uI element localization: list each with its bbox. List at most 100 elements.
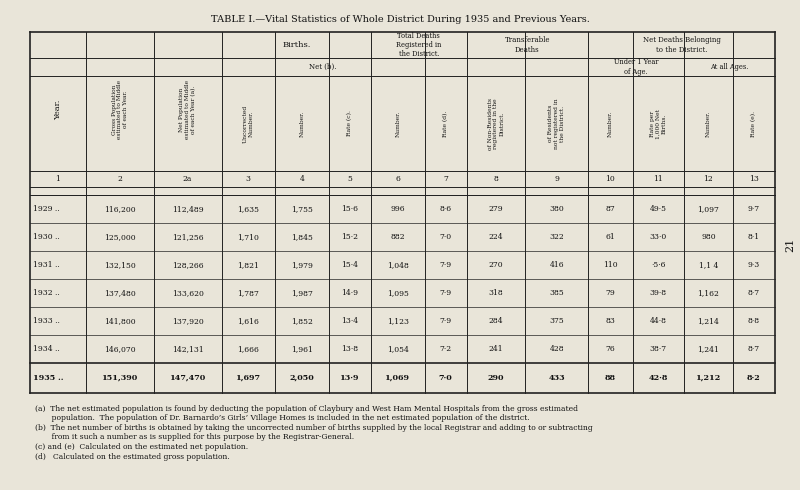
- Text: 2a: 2a: [183, 175, 192, 183]
- Text: 13·9: 13·9: [340, 374, 360, 382]
- Text: 1933 ..: 1933 ..: [33, 317, 60, 325]
- Text: 1,666: 1,666: [238, 345, 259, 353]
- Text: 1,162: 1,162: [698, 289, 719, 297]
- Text: Rate (d).: Rate (d).: [443, 110, 448, 137]
- Text: 1,214: 1,214: [698, 317, 719, 325]
- Text: 9: 9: [554, 175, 559, 183]
- Text: Net Deaths Belonging
to the District.: Net Deaths Belonging to the District.: [642, 36, 721, 53]
- Text: 15·6: 15·6: [342, 205, 358, 213]
- Text: 1,755: 1,755: [291, 205, 313, 213]
- Text: 290: 290: [488, 374, 504, 382]
- Text: 10: 10: [606, 175, 615, 183]
- Text: (b)  The net number of births is obtained by taking the uncorrected number of bi: (b) The net number of births is obtained…: [35, 424, 593, 432]
- Text: 112,489: 112,489: [172, 205, 203, 213]
- Text: 147,470: 147,470: [170, 374, 206, 382]
- Text: 137,920: 137,920: [172, 317, 203, 325]
- Text: Net Population
estimated to Middle
of each Year (a).: Net Population estimated to Middle of ea…: [179, 80, 196, 139]
- Text: Gross Population
estimated to Middle
of each Year.: Gross Population estimated to Middle of …: [112, 80, 128, 139]
- Text: 375: 375: [550, 317, 564, 325]
- Text: 142,131: 142,131: [172, 345, 203, 353]
- Text: 38·7: 38·7: [650, 345, 666, 353]
- Text: 11: 11: [654, 175, 663, 183]
- Text: 1,048: 1,048: [387, 261, 409, 269]
- Text: At all Ages.: At all Ages.: [710, 63, 749, 71]
- Text: 2,050: 2,050: [290, 374, 314, 382]
- Text: 1,069: 1,069: [386, 374, 410, 382]
- Text: 44·8: 44·8: [650, 317, 666, 325]
- Text: 1934 ..: 1934 ..: [33, 345, 60, 353]
- Text: 79: 79: [606, 289, 615, 297]
- Text: of Residents
not registered in
the District.: of Residents not registered in the Distr…: [548, 98, 565, 149]
- Text: 1,054: 1,054: [387, 345, 409, 353]
- Text: 322: 322: [550, 233, 564, 241]
- Text: 14·9: 14·9: [342, 289, 358, 297]
- Text: (d)   Calculated on the estimated gross population.: (d) Calculated on the estimated gross po…: [35, 453, 230, 461]
- Text: 33·0: 33·0: [650, 233, 667, 241]
- Text: 7·9: 7·9: [440, 261, 452, 269]
- Text: 1,123: 1,123: [387, 317, 409, 325]
- Text: of Non-Residents
registered in the
District.: of Non-Residents registered in the Distr…: [488, 98, 504, 149]
- Text: TABLE I.—Vital Statistics of Whole District During 1935 and Previous Years.: TABLE I.—Vital Statistics of Whole Distr…: [210, 16, 590, 24]
- Text: 15·2: 15·2: [342, 233, 358, 241]
- Text: Births.: Births.: [282, 41, 310, 49]
- Text: Rate per
1,000 Net
Births.: Rate per 1,000 Net Births.: [650, 108, 666, 139]
- Text: 7·9: 7·9: [440, 289, 452, 297]
- Text: 8·7: 8·7: [748, 289, 760, 297]
- Text: Year.: Year.: [54, 99, 62, 120]
- Text: 76: 76: [606, 345, 615, 353]
- Text: 279: 279: [489, 205, 503, 213]
- Text: Number.: Number.: [608, 110, 613, 137]
- Text: Rate (c).: Rate (c).: [347, 111, 353, 136]
- Text: 141,800: 141,800: [104, 317, 136, 325]
- Text: 12: 12: [703, 175, 714, 183]
- Text: 1932 ..: 1932 ..: [33, 289, 60, 297]
- Text: 1931 ..: 1931 ..: [33, 261, 60, 269]
- Text: 1,852: 1,852: [291, 317, 313, 325]
- Text: 8·7: 8·7: [748, 345, 760, 353]
- Text: 1,710: 1,710: [238, 233, 259, 241]
- Text: 318: 318: [489, 289, 503, 297]
- Text: 13·4: 13·4: [342, 317, 358, 325]
- Text: 7·9: 7·9: [440, 317, 452, 325]
- Text: 1,987: 1,987: [291, 289, 313, 297]
- Text: Total Deaths
Registered in
the District.: Total Deaths Registered in the District.: [396, 32, 442, 58]
- Text: 224: 224: [489, 233, 503, 241]
- Text: 83: 83: [606, 317, 615, 325]
- Text: 42·8: 42·8: [649, 374, 668, 382]
- Text: 133,620: 133,620: [172, 289, 203, 297]
- Text: 996: 996: [390, 205, 405, 213]
- Text: 1,241: 1,241: [698, 345, 719, 353]
- Text: 1,961: 1,961: [291, 345, 313, 353]
- Text: 8·6: 8·6: [440, 205, 452, 213]
- Text: from it such a number as is supplied for this purpose by the Registrar-General.: from it such a number as is supplied for…: [35, 433, 354, 441]
- Text: Number.: Number.: [395, 110, 400, 137]
- Text: 4: 4: [300, 175, 305, 183]
- Text: 1,097: 1,097: [698, 205, 719, 213]
- Text: 882: 882: [390, 233, 405, 241]
- Text: (c) and (e)  Calculated on the estimated net population.: (c) and (e) Calculated on the estimated …: [35, 443, 248, 451]
- Text: 1,821: 1,821: [238, 261, 259, 269]
- Text: Under 1 Year
of Age.: Under 1 Year of Age.: [614, 58, 658, 75]
- Text: 7: 7: [443, 175, 448, 183]
- Text: 980: 980: [701, 233, 716, 241]
- Text: 1,1 4: 1,1 4: [698, 261, 718, 269]
- Text: 385: 385: [550, 289, 564, 297]
- Text: Uncorrected
Number.: Uncorrected Number.: [243, 104, 254, 143]
- Text: 3: 3: [246, 175, 251, 183]
- Text: 7·0: 7·0: [439, 374, 453, 382]
- Text: 284: 284: [489, 317, 503, 325]
- Text: 151,390: 151,390: [102, 374, 138, 382]
- Text: 15·4: 15·4: [342, 261, 358, 269]
- Text: Transferable
Deaths: Transferable Deaths: [505, 36, 550, 53]
- Text: 88: 88: [605, 374, 616, 382]
- Text: 1930 ..: 1930 ..: [33, 233, 60, 241]
- Text: 241: 241: [489, 345, 503, 353]
- Text: 1,979: 1,979: [291, 261, 313, 269]
- Text: 8·2: 8·2: [747, 374, 761, 382]
- Text: 128,266: 128,266: [172, 261, 203, 269]
- Text: 270: 270: [489, 261, 503, 269]
- Text: 1,697: 1,697: [236, 374, 261, 382]
- Text: 1,095: 1,095: [387, 289, 409, 297]
- Text: 1,845: 1,845: [291, 233, 313, 241]
- Text: 1,212: 1,212: [696, 374, 721, 382]
